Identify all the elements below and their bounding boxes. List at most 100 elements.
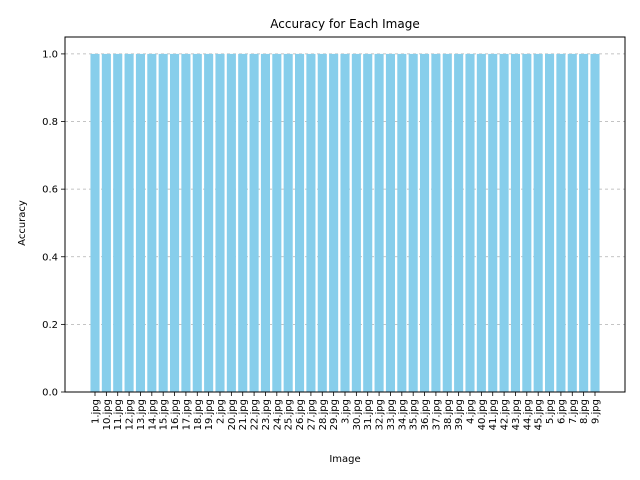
x-tick-label: 32.jpg (375, 399, 386, 430)
x-tick-label: 38.jpg (443, 399, 454, 430)
bar (260, 53, 270, 393)
bar (556, 53, 566, 393)
bar (590, 53, 600, 393)
x-tick-label: 2.jpg (216, 399, 227, 424)
x-tick-label: 23.jpg (261, 399, 272, 430)
x-tick-label: 31.jpg (363, 399, 374, 430)
bar (249, 53, 259, 393)
x-tick-label: 9.jpg (591, 399, 602, 424)
bar (420, 53, 430, 393)
x-tick-label: 35.jpg (409, 399, 420, 430)
bar (488, 53, 498, 393)
bar (499, 53, 509, 393)
bar (476, 53, 486, 393)
bar (533, 53, 543, 393)
x-tick-label: 8.jpg (579, 399, 590, 424)
plot-frame (64, 36, 626, 393)
x-tick-label: 37.jpg (431, 399, 442, 430)
bar (226, 53, 236, 393)
x-tick-label: 34.jpg (397, 399, 408, 430)
bar (465, 53, 475, 393)
chart-title: Accuracy for Each Image (270, 17, 419, 31)
bar (170, 53, 180, 393)
bar (113, 53, 123, 393)
x-tick-label: 14.jpg (147, 399, 158, 430)
bar (135, 53, 145, 393)
bar (204, 53, 214, 393)
x-axis: 1.jpg 10.jpg 11.jpg 12.jpg 13.jpg 14.jpg 15.jp… (91, 392, 602, 430)
bar (579, 53, 589, 393)
x-tick-label: 44.jpg (522, 399, 533, 430)
x-tick-label: 10.jpg (102, 399, 113, 430)
x-tick-label: 15.jpg (159, 399, 170, 430)
x-tick-label: 27.jpg (306, 399, 317, 430)
bar (192, 53, 202, 393)
x-tick-label: 33.jpg (386, 399, 397, 430)
x-tick-label: 21.jpg (238, 399, 249, 430)
y-tick-label: 0.4 (42, 252, 58, 263)
bar (351, 53, 361, 393)
bar (522, 53, 532, 393)
bar (283, 53, 293, 393)
bar (442, 53, 452, 393)
x-tick-label: 39.jpg (454, 399, 465, 430)
x-tick-label: 7.jpg (568, 399, 579, 424)
bar (295, 53, 305, 393)
bar (385, 53, 395, 393)
x-tick-label: 28.jpg (318, 399, 329, 430)
x-tick-label: 20.jpg (227, 399, 238, 430)
bar (215, 53, 225, 393)
x-tick-label: 22.jpg (250, 399, 261, 430)
x-tick-label: 12.jpg (125, 399, 136, 430)
y-axis: 0.0 0.2 0.4 0.6 0.8 1.0 (42, 49, 65, 399)
x-tick-label: 11.jpg (113, 399, 124, 430)
bar (454, 53, 464, 393)
bar (317, 53, 327, 393)
y-tick-label: 0.0 (42, 388, 58, 399)
x-tick-label: 3.jpg (341, 399, 352, 424)
bar (306, 53, 316, 393)
y-axis-label: Accuracy (17, 200, 28, 246)
bar (101, 53, 111, 393)
bar (272, 53, 282, 393)
x-tick-label: 13.jpg (136, 399, 147, 430)
y-tick-label: 0.8 (42, 117, 58, 128)
bar (124, 53, 134, 393)
bar (238, 53, 248, 393)
x-tick-label: 4.jpg (466, 399, 477, 424)
bar (329, 53, 339, 393)
bars (90, 53, 600, 393)
bar (90, 53, 100, 393)
x-tick-label: 17.jpg (181, 399, 192, 430)
x-tick-label: 24.jpg (272, 399, 283, 430)
x-tick-label: 5.jpg (545, 399, 556, 424)
x-tick-label: 16.jpg (170, 399, 181, 430)
bar (147, 53, 157, 393)
bar (340, 53, 350, 393)
y-tick-label: 0.6 (42, 185, 58, 196)
x-tick-label: 42.jpg (500, 399, 511, 430)
x-tick-label: 18.jpg (193, 399, 204, 430)
x-tick-label: 41.jpg (488, 399, 499, 430)
x-tick-label: 30.jpg (352, 399, 363, 430)
y-tick-label: 1.0 (42, 49, 58, 60)
x-tick-label: 1.jpg (91, 399, 102, 424)
bar (374, 53, 384, 393)
bar (397, 53, 407, 393)
x-tick-label: 45.jpg (534, 399, 545, 430)
x-tick-label: 25.jpg (284, 399, 295, 430)
bar (567, 53, 577, 393)
x-axis-label: Image (329, 454, 360, 465)
y-tick-label: 0.2 (42, 320, 58, 331)
bar (181, 53, 191, 393)
x-tick-label: 43.jpg (511, 399, 522, 430)
bar (545, 53, 555, 393)
bar (363, 53, 373, 393)
bar (158, 53, 168, 393)
x-tick-label: 29.jpg (329, 399, 340, 430)
x-tick-label: 36.jpg (420, 399, 431, 430)
x-tick-label: 19.jpg (204, 399, 215, 430)
x-tick-label: 40.jpg (477, 399, 488, 430)
x-tick-label: 26.jpg (295, 399, 306, 430)
bar (431, 53, 441, 393)
